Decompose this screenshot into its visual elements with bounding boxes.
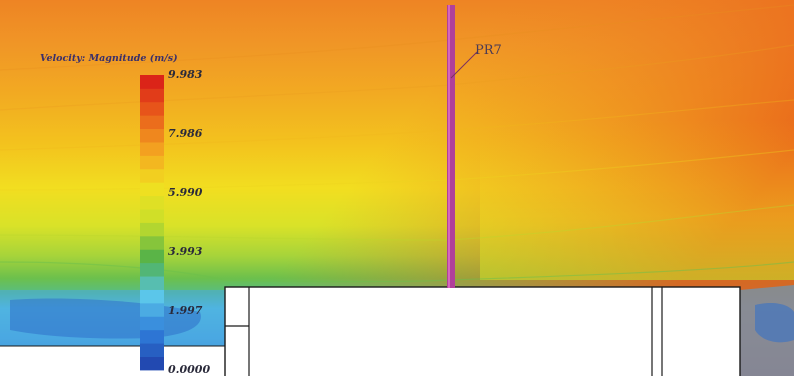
wake-core-right [755,302,794,343]
legend-color-band [140,343,164,357]
legend-color-band [140,329,164,344]
ground-strip [0,346,225,376]
legend-color-band [140,195,164,210]
legend-tick-label: 9.983 [168,68,203,81]
legend-color-band [140,316,164,331]
legend-color-band [140,276,164,290]
legend-color-band [140,222,164,237]
probe-line-pr7 [447,5,478,288]
contour-line [0,204,794,241]
legend-color-band [140,209,164,223]
legend-color-band [140,182,164,197]
legend-color-band [140,88,164,103]
legend-color-band [140,115,164,130]
legend-title: Velocity: Magnitude (m/s) [40,53,178,64]
legend-tick-label: 3.993 [168,245,203,258]
legend-color-band [140,289,164,304]
contour-line [0,99,794,151]
legend-tick-label: 5.990 [168,185,203,199]
legend-color-band [140,262,164,277]
legend-color-band [140,356,164,371]
obstacle-geometry [224,286,741,376]
downstream-region [480,120,794,280]
contour-line [0,149,794,191]
contour-line [0,4,794,71]
legend-tick-label: 7.986 [168,127,203,140]
legend-color-band [140,128,164,143]
legend-color-band [140,302,164,317]
probe-label: PR7 [475,43,502,58]
legend-color-band [140,168,164,183]
legend-color-band [140,101,164,116]
probe-line [447,5,455,288]
legend-tick-label: 0.0000 [168,363,211,376]
legend-color-band [140,249,164,264]
legend-color-band [140,235,164,250]
contour-line [0,44,794,111]
probe-highlight [448,5,450,288]
legend-color-band [140,142,164,156]
obstacle-body [224,286,741,376]
legend-color-bar [140,75,164,371]
legend-color-band [140,75,164,89]
legend-color-band [140,155,164,170]
probe-leader-line [450,51,478,79]
legend-tick-label: 1.997 [168,303,203,317]
